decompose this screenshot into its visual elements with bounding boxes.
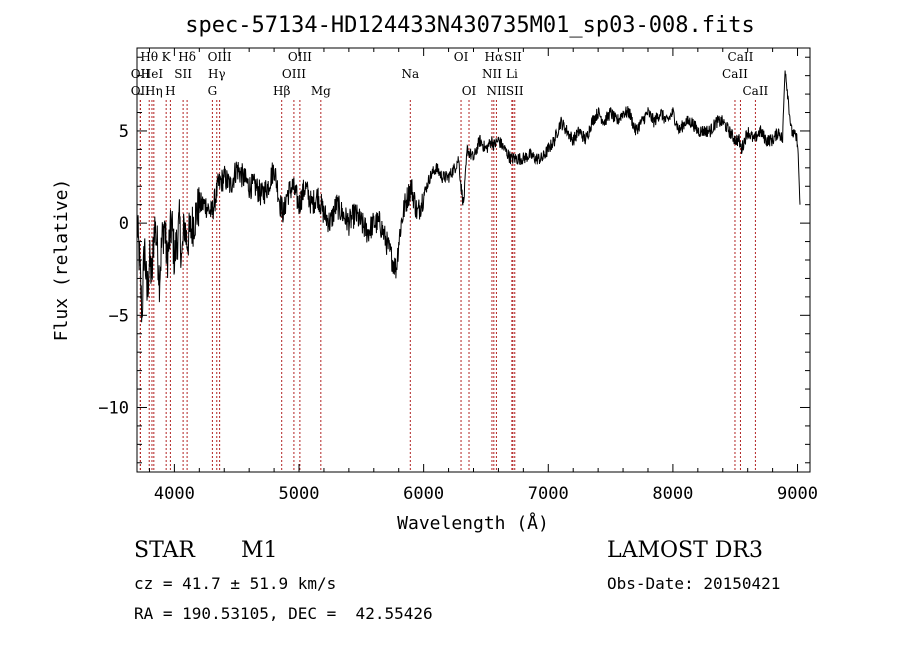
line-label: G (208, 84, 218, 98)
chart-title: spec-57134-HD124433N430735M01_sp03-008.f… (185, 13, 755, 38)
emission-line-markers (139, 100, 756, 472)
line-label: OII (131, 67, 151, 81)
object-subclass: M1 (241, 538, 278, 563)
line-label: SII (506, 84, 524, 98)
line-label: SII (504, 50, 522, 64)
line-label: OIII (282, 67, 306, 81)
y-tick-label: 5 (119, 122, 129, 142)
line-label: Hβ (273, 84, 290, 98)
x-tick-label: 6000 (403, 484, 444, 504)
line-label: Hα (485, 50, 504, 64)
line-label: OIII (288, 50, 312, 64)
line-label: NII (486, 84, 506, 98)
line-label: Hη (145, 84, 163, 98)
coordinates: RA = 190.53105, DEC = 42.55426 (134, 604, 433, 623)
line-label: HeI (141, 67, 164, 81)
line-label: Li (506, 67, 518, 81)
line-label: Hδ (178, 50, 196, 64)
redshift-cz: cz = 41.7 ± 51.9 km/s (134, 574, 337, 593)
line-label: Hγ (208, 67, 226, 81)
plot-frame (136, 47, 811, 473)
x-tick-label: 9000 (777, 484, 818, 504)
spectrum-line (136, 70, 801, 323)
survey-name: LAMOST DR3 (607, 538, 763, 563)
y-axis-label: Flux (relative) (51, 179, 72, 342)
x-tick-label: 4000 (154, 484, 195, 504)
x-tick-label: 7000 (528, 484, 569, 504)
object-class: STAR (134, 538, 195, 563)
line-label: OII (131, 84, 151, 98)
x-axis-label: Wavelength (Å) (397, 512, 549, 534)
line-label: Na (401, 67, 419, 81)
y-axis-ticks: 5 0 −5 −10 (98, 56, 810, 464)
observation-date: Obs-Date: 20150421 (607, 574, 781, 593)
y-tick-label: −10 (98, 398, 129, 418)
line-label: CaII (742, 84, 768, 98)
line-label: OI (462, 84, 477, 98)
line-label: Hθ (140, 50, 158, 64)
line-label: K (162, 50, 172, 64)
line-label: SII (174, 67, 192, 81)
x-axis-ticks: 4000 5000 6000 7000 8000 9000 (148, 48, 818, 504)
x-tick-label: 5000 (279, 484, 320, 504)
spectrum-series (136, 70, 801, 323)
line-label: CaII (728, 50, 754, 64)
x-tick-label: 8000 (652, 484, 693, 504)
line-label: H (165, 84, 175, 98)
y-tick-label: 0 (119, 214, 129, 234)
line-label: Mg (311, 84, 331, 98)
line-label: NII (482, 67, 502, 81)
line-label: OI (454, 50, 469, 64)
line-label: CaII (722, 67, 748, 81)
y-tick-label: −5 (109, 306, 129, 326)
line-label: OIII (208, 50, 232, 64)
